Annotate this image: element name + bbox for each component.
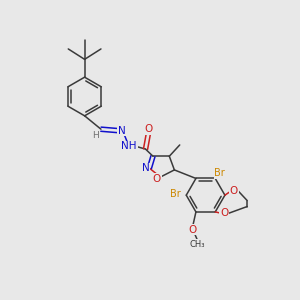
Text: NH: NH <box>122 141 137 151</box>
Text: O: O <box>153 173 161 184</box>
Text: N: N <box>118 126 126 136</box>
Text: Br: Br <box>169 189 180 199</box>
Text: O: O <box>220 208 228 218</box>
Text: O: O <box>144 124 153 134</box>
Text: N: N <box>142 163 150 173</box>
Text: O: O <box>189 225 197 235</box>
Text: H: H <box>92 130 99 140</box>
Text: O: O <box>230 186 238 196</box>
Text: Br: Br <box>214 168 225 178</box>
Text: CH₃: CH₃ <box>190 239 205 248</box>
